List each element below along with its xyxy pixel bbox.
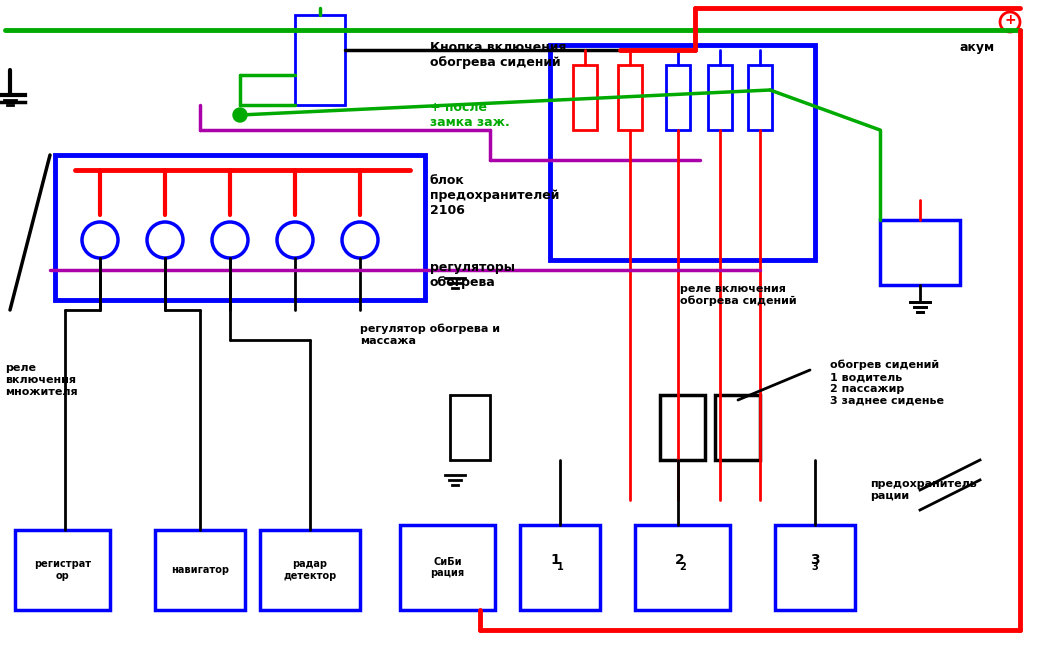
Bar [714,395,760,460]
Text: блок
предохранителей
2106: блок предохранителей 2106 [430,174,559,216]
Bar [550,45,815,260]
Bar [15,530,110,610]
Bar [660,395,705,460]
Bar [775,525,854,610]
Text: 3: 3 [812,562,818,572]
Bar [573,65,597,130]
Text: реле включения
обогрева сидений: реле включения обогрева сидений [680,284,796,306]
Text: 1: 1 [550,553,560,567]
Text: навигатор: навигатор [171,565,229,575]
Text: регулятор обогрева и
массажа: регулятор обогрева и массажа [360,324,500,346]
Bar [450,395,491,460]
Bar [155,530,245,610]
Text: обогрев сидений
1 водитель
2 пассажир
3 заднее сиденье: обогрев сидений 1 водитель 2 пассажир 3 … [830,360,944,405]
Bar [708,65,732,130]
Bar [55,155,425,300]
Text: Кнопка включения
обогрева сидений: Кнопка включения обогрева сидений [430,41,566,69]
Text: радар
детектор: радар детектор [283,559,337,581]
Text: реле
включения
множителя: реле включения множителя [5,364,78,397]
Text: предохранитель
рации: предохранитель рации [870,480,977,501]
Text: + после
замка заж.: + после замка заж. [430,101,510,129]
Bar [666,65,690,130]
Bar [520,525,600,610]
Bar [635,525,730,610]
Text: 1: 1 [557,562,563,572]
Bar [260,530,360,610]
Text: регуляторы
обогрева: регуляторы обогрева [430,261,515,289]
Bar [748,65,772,130]
Text: 2: 2 [675,553,684,567]
Circle shape [233,108,247,122]
Bar [880,220,960,285]
Text: СиБи
рация: СиБи рация [430,557,465,578]
Text: акум: акум [960,41,996,54]
Bar [295,15,345,105]
Text: 2: 2 [679,562,685,572]
Text: 3: 3 [810,553,820,567]
Text: +: + [1004,13,1016,27]
Bar [400,525,495,610]
Bar [618,65,642,130]
Text: регистрат
ор: регистрат ор [34,559,91,581]
